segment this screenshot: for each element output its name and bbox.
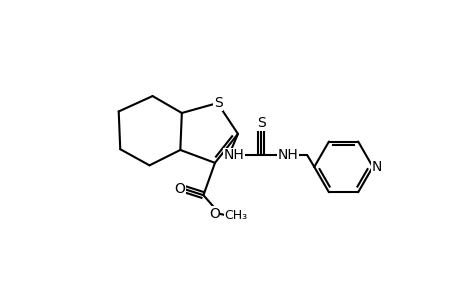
Text: NH: NH: [277, 148, 298, 162]
Text: CH₃: CH₃: [224, 209, 247, 223]
Text: NH: NH: [224, 148, 244, 162]
Text: O: O: [174, 182, 185, 196]
Text: S: S: [256, 116, 265, 130]
Text: N: N: [371, 160, 381, 174]
Text: O: O: [208, 207, 219, 221]
Text: S: S: [213, 96, 222, 110]
